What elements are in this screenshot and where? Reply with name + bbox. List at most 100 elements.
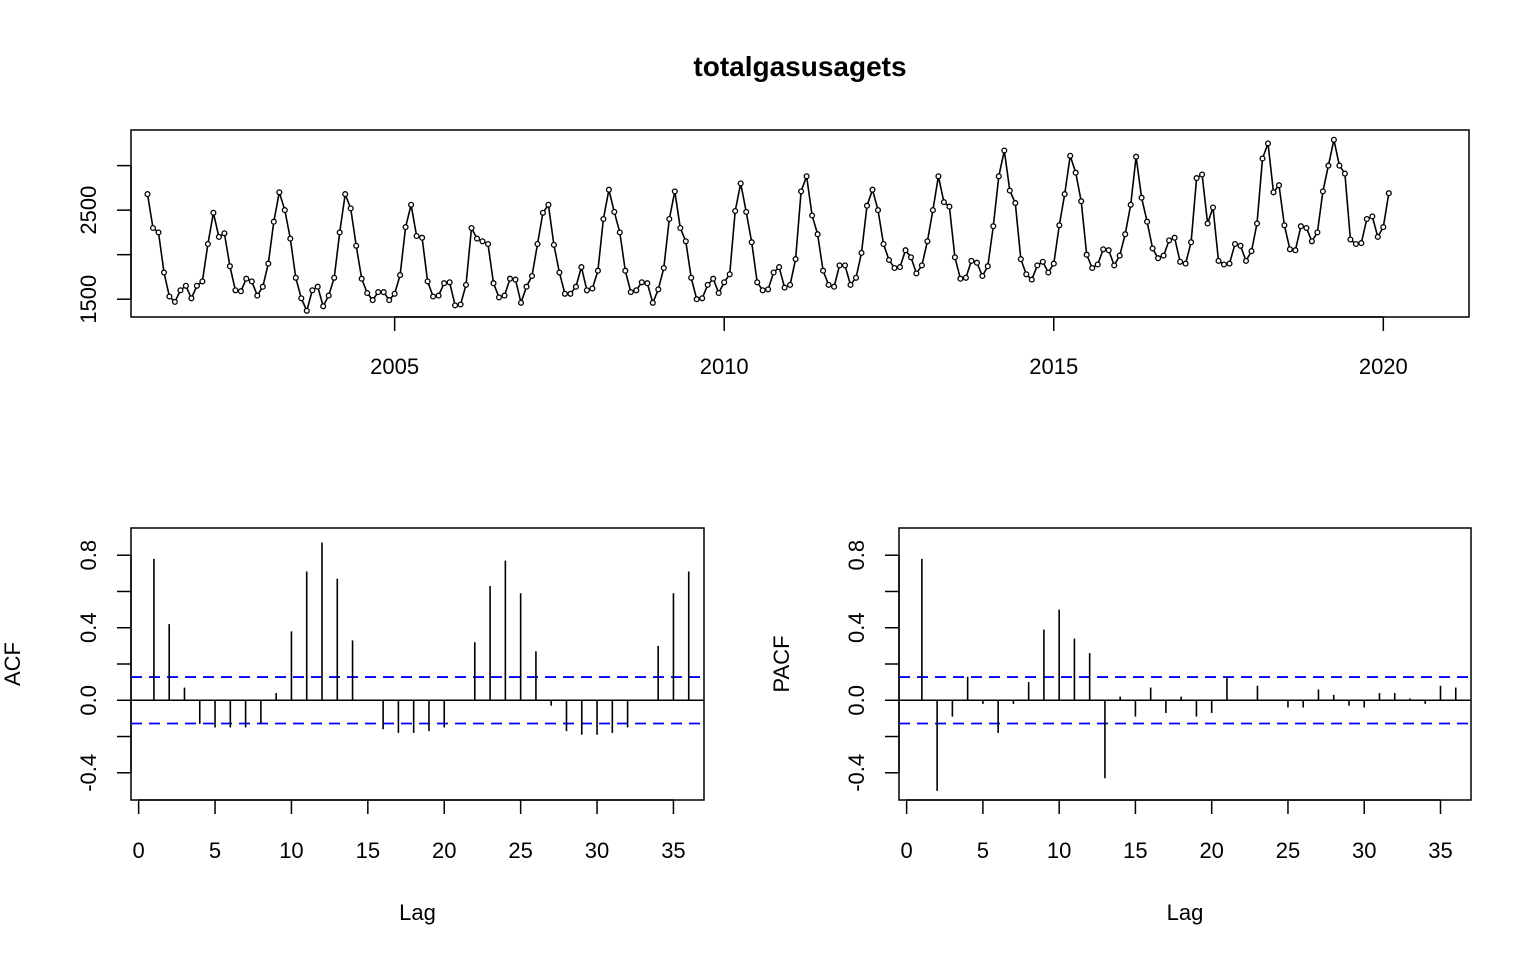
ts-data-point (1012, 199, 1019, 207)
ts-data-point (814, 231, 821, 238)
acf-x-tick-label: 35 (661, 838, 685, 863)
ts-data-point (721, 279, 728, 286)
ts-data-point (809, 212, 816, 219)
ts-data-point (490, 280, 497, 287)
ts-data-point (622, 267, 629, 274)
ts-data-point (831, 283, 838, 290)
acf-panel: 0 5 10 15 20 25 30 35 Lag -0.4 0.0 0.4 0.8 ACF (0, 527, 705, 925)
ts-data-point (1325, 162, 1332, 169)
ts-data-point (144, 191, 151, 198)
ts-data-point (578, 264, 585, 271)
ts-data-point (479, 238, 486, 245)
ts-data-point (243, 275, 250, 282)
ts-data-point (896, 264, 904, 271)
ts-data-point (550, 241, 557, 248)
ts-data-point (990, 223, 997, 230)
acf-x-tick-label: 30 (585, 838, 609, 863)
ts-data-point (1352, 240, 1359, 248)
ts-data-point (616, 229, 623, 236)
pacf-panel: 0 5 10 15 20 25 30 35 Lag -0.4 0.0 0.4 0.8 PACF (769, 527, 1472, 925)
ts-data-point (1209, 204, 1217, 211)
ts-data-point (517, 299, 525, 306)
ts-data-point (1072, 169, 1079, 176)
ts-data-point (1083, 251, 1090, 258)
ts-data-point (545, 201, 552, 208)
ts-data-point (1341, 170, 1348, 177)
ts-data-point (1380, 224, 1387, 231)
pacf-x-axis-label: Lag (1167, 900, 1204, 925)
ts-data-point (424, 278, 431, 285)
ts-x-tick-label: 2020 (1359, 354, 1408, 379)
ts-data-point (1204, 220, 1211, 227)
ts-data-point (1264, 140, 1272, 147)
ts-data-point (539, 209, 546, 216)
ts-data-point (1358, 240, 1365, 247)
ts-data-point (1253, 220, 1261, 227)
ts-data-point (885, 256, 893, 264)
ts-data-point (1248, 248, 1255, 255)
ts-data-point (660, 264, 667, 272)
ts-data-point (303, 307, 310, 314)
ts-data-point (638, 279, 645, 286)
acf-x-tick-label: 0 (133, 838, 145, 863)
ts-data-point (419, 234, 426, 241)
ts-data-point (759, 287, 766, 294)
ts-data-point (973, 259, 980, 266)
ts-data-point (380, 289, 387, 296)
acf-x-tick-label: 25 (508, 838, 532, 863)
ts-data-point (193, 282, 200, 289)
ts-data-point (435, 292, 442, 299)
ts-data-point (1303, 224, 1310, 232)
ts-data-point (627, 289, 634, 296)
ts-data-point (237, 288, 244, 295)
pacf-y-tick-label: 0.8 (844, 540, 869, 571)
ts-data-point (677, 224, 684, 232)
pacf-y-tick-label: 0.4 (844, 612, 869, 643)
ts-x-tick-label: 2005 (370, 354, 419, 379)
ts-data-point (402, 224, 409, 231)
ts-data-point (600, 215, 607, 223)
ts-data-point (737, 180, 744, 187)
ts-data-point (671, 188, 678, 195)
ts-data-point (320, 303, 327, 310)
ts-data-point (968, 257, 975, 264)
ts-data-point (457, 301, 464, 308)
ts-data-point (1231, 240, 1239, 248)
ts-data-point (902, 247, 909, 254)
ts-data-point (979, 272, 986, 280)
ts-data-point (583, 287, 590, 294)
pacf-y-tick-label: 0.0 (844, 685, 869, 716)
ts-data-point (594, 267, 601, 274)
acf-plot-frame (130, 527, 705, 801)
ts-data-point (1089, 264, 1096, 272)
ts-data-point (874, 207, 882, 214)
acf-y-axis-label: ACF (0, 642, 25, 686)
ts-data-point (957, 275, 964, 282)
pacf-y-axis-label: PACF (769, 635, 794, 692)
ts-data-point (1122, 231, 1129, 238)
ts-data-point (298, 295, 305, 302)
ts-data-point (748, 239, 755, 246)
ts-data-point (693, 296, 700, 303)
ts-data-point (155, 229, 162, 236)
ts-data-point (386, 297, 393, 304)
ts-data-point (1166, 237, 1173, 244)
ts-data-point (655, 286, 662, 293)
ts-data-point (331, 274, 338, 281)
ts-data-point (276, 189, 283, 196)
ts-data-point (946, 203, 953, 210)
ts-data-point (682, 238, 689, 245)
ts-data-point (1177, 258, 1184, 265)
ts-data-point (776, 264, 783, 271)
ts-data-point (1363, 215, 1370, 223)
ts-data-point (935, 173, 942, 180)
ts-data-point (254, 292, 261, 299)
acf-y-tick-label: 0.8 (76, 540, 101, 571)
ts-data-point (743, 208, 750, 215)
ts-data-point (1028, 276, 1035, 283)
ts-data-point (1347, 236, 1354, 243)
ts-data-point (891, 264, 898, 272)
ts-data-point (1292, 247, 1299, 254)
ts-data-point (858, 249, 865, 256)
